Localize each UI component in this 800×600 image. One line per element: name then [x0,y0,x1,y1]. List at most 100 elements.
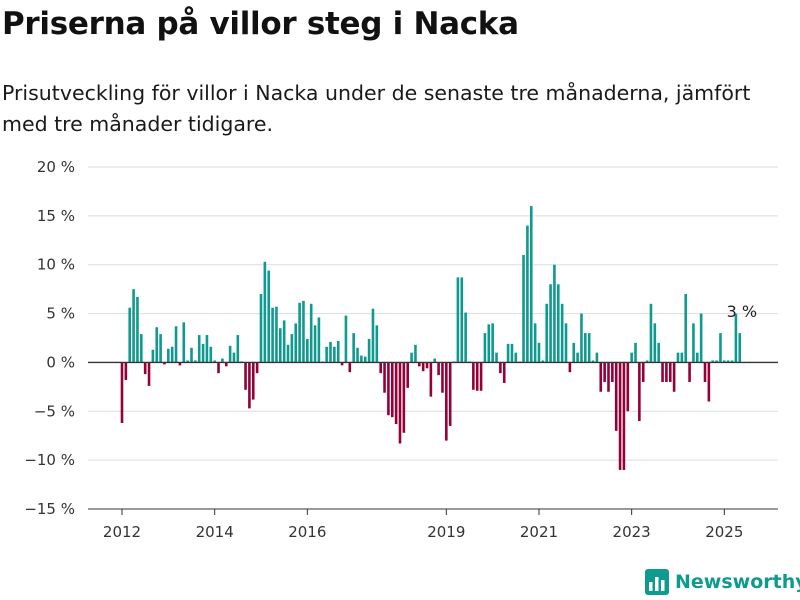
bar [360,355,363,363]
bar [325,346,328,363]
bar [734,313,738,363]
bar [352,333,355,363]
bar [564,323,568,363]
axis-layer: 20 % 15 % 10 % 5 % 0 % −5 % −10 % −15 % 2012 2014… [24,158,778,541]
bar [707,362,711,402]
bar [510,343,514,363]
bar [306,338,309,363]
bar [587,333,591,363]
bar [259,294,263,363]
bar [611,362,614,382]
y-tick-label: −5 % [34,402,75,420]
bar [356,347,359,363]
bar [475,362,479,391]
bar [672,362,676,392]
bar [726,360,730,363]
bar [715,360,718,363]
bar [390,362,394,418]
bar [194,360,197,363]
bar [182,322,186,363]
bar [375,325,379,363]
y-tick-label: 5 % [46,305,75,323]
bar [553,264,556,363]
bar [699,313,703,363]
bar [514,352,518,363]
bar [217,362,220,374]
bar [387,362,390,416]
bar [676,352,680,363]
bar [155,327,159,363]
x-tick-label: 2012 [103,523,141,541]
bar [522,254,525,363]
y-tick-label: 10 % [37,256,75,274]
bar [414,344,417,363]
bar [421,362,425,372]
bar [695,352,699,363]
y-tick-label: −10 % [24,451,75,469]
bar [298,302,301,363]
bar [286,344,290,363]
bar [190,347,193,363]
bar [313,325,317,363]
bar [591,360,595,363]
bar [456,277,460,363]
bar [429,362,433,397]
last-value-label: 3 % [727,302,757,321]
bars-layer [120,206,742,470]
bar [549,284,552,363]
bar [618,362,622,470]
bar [124,362,128,381]
bar [186,360,189,363]
bar [491,323,494,363]
bar [483,333,487,363]
x-tick-label: 2023 [613,523,651,541]
bar [282,320,286,363]
bar [159,334,162,363]
bar [418,362,421,367]
x-tick-label: 2021 [520,523,558,541]
bar [599,362,603,392]
y-tick-label: −15 % [24,500,75,518]
bar-chart: 20 % 15 % 10 % 5 % 0 % −5 % −10 % −15 % 2012 2014… [24,158,778,541]
bar [684,294,688,363]
bar [529,206,533,363]
bar [653,323,657,363]
bar [402,362,406,433]
bar [556,284,560,363]
bar [730,360,734,363]
bar [638,362,641,422]
bar [275,306,278,363]
bar [464,312,467,363]
bar [533,323,537,363]
bar [688,362,691,382]
bar [495,352,498,363]
bar [201,343,205,363]
bar [267,270,271,363]
bar [595,352,599,363]
bar [692,323,695,363]
page-subtitle: Prisutveckling för villor i Nacka under … [2,81,751,136]
bar [205,335,209,363]
bar [209,346,213,363]
bar [719,333,722,363]
bar [128,307,132,363]
bar [294,323,298,363]
x-tick-label: 2025 [705,523,743,541]
bar [680,352,684,363]
y-tick-label: 15 % [37,207,75,225]
bar [479,362,483,391]
bar [560,303,564,363]
bar [132,289,135,363]
bar [487,324,491,363]
x-tick-label: 2019 [427,523,465,541]
bar [248,362,251,409]
bar [622,362,626,470]
bar [120,362,124,424]
bar [236,335,240,363]
bar [410,352,413,363]
bar [665,362,668,382]
bar [290,334,294,363]
brand-name: Newsworthy [675,571,800,593]
bar [703,362,707,382]
bar [472,362,475,390]
